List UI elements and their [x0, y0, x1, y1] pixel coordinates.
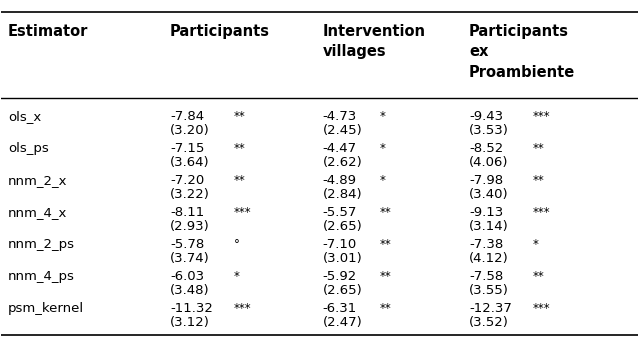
Text: ***: ***: [533, 206, 550, 219]
Text: (2.84): (2.84): [323, 188, 362, 201]
Text: ***: ***: [533, 110, 550, 123]
Text: Proambiente: Proambiente: [469, 65, 575, 80]
Text: (2.45): (2.45): [323, 124, 362, 137]
Text: -7.84: -7.84: [170, 110, 204, 123]
Text: °: °: [234, 238, 240, 251]
Text: nnm_4_ps: nnm_4_ps: [8, 270, 75, 283]
Text: (3.48): (3.48): [170, 284, 210, 297]
Text: ols_x: ols_x: [8, 110, 41, 123]
Text: -9.43: -9.43: [469, 110, 503, 123]
Text: (3.22): (3.22): [170, 188, 210, 201]
Text: (3.64): (3.64): [170, 156, 210, 169]
Text: **: **: [533, 174, 544, 187]
Text: -7.38: -7.38: [469, 238, 504, 251]
Text: ***: ***: [533, 302, 550, 315]
Text: (3.14): (3.14): [469, 220, 509, 233]
Text: **: **: [533, 270, 544, 283]
Text: -7.58: -7.58: [469, 270, 504, 283]
Text: -5.57: -5.57: [323, 206, 357, 219]
Text: nnm_2_ps: nnm_2_ps: [8, 238, 75, 251]
Text: **: **: [234, 174, 245, 187]
Text: -8.52: -8.52: [469, 142, 504, 155]
Text: (3.12): (3.12): [170, 316, 210, 329]
Text: (2.62): (2.62): [323, 156, 362, 169]
Text: **: **: [234, 110, 245, 123]
Text: -6.31: -6.31: [323, 302, 357, 315]
Text: -7.10: -7.10: [323, 238, 357, 251]
Text: (4.06): (4.06): [469, 156, 509, 169]
Text: ***: ***: [234, 302, 251, 315]
Text: ***: ***: [234, 206, 251, 219]
Text: villages: villages: [323, 44, 387, 59]
Text: -12.37: -12.37: [469, 302, 512, 315]
Text: (3.40): (3.40): [469, 188, 509, 201]
Text: -9.13: -9.13: [469, 206, 504, 219]
Text: ex: ex: [469, 44, 488, 59]
Text: (3.01): (3.01): [323, 252, 362, 265]
Text: (2.47): (2.47): [323, 316, 362, 329]
Text: (3.55): (3.55): [469, 284, 509, 297]
Text: *: *: [380, 110, 386, 123]
Text: *: *: [533, 238, 539, 251]
Text: -5.78: -5.78: [170, 238, 204, 251]
Text: *: *: [380, 142, 386, 155]
Text: (3.20): (3.20): [170, 124, 210, 137]
Text: **: **: [380, 206, 392, 219]
Text: **: **: [380, 302, 392, 315]
Text: *: *: [380, 174, 386, 187]
Text: -4.89: -4.89: [323, 174, 357, 187]
Text: (4.12): (4.12): [469, 252, 509, 265]
Text: (2.93): (2.93): [170, 220, 210, 233]
Text: Participants: Participants: [469, 24, 569, 39]
Text: Participants: Participants: [170, 24, 270, 39]
Text: -6.03: -6.03: [170, 270, 204, 283]
Text: Estimator: Estimator: [8, 24, 88, 39]
Text: -4.47: -4.47: [323, 142, 357, 155]
Text: -5.92: -5.92: [323, 270, 357, 283]
Text: nnm_4_x: nnm_4_x: [8, 206, 67, 219]
Text: ols_ps: ols_ps: [8, 142, 49, 155]
Text: (3.74): (3.74): [170, 252, 210, 265]
Text: -7.20: -7.20: [170, 174, 204, 187]
Text: *: *: [234, 270, 240, 283]
Text: -7.98: -7.98: [469, 174, 503, 187]
Text: -11.32: -11.32: [170, 302, 213, 315]
Text: (2.65): (2.65): [323, 220, 362, 233]
Text: (3.53): (3.53): [469, 124, 509, 137]
Text: -4.73: -4.73: [323, 110, 357, 123]
Text: **: **: [533, 142, 544, 155]
Text: nnm_2_x: nnm_2_x: [8, 174, 67, 187]
Text: **: **: [234, 142, 245, 155]
Text: **: **: [380, 238, 392, 251]
Text: (2.65): (2.65): [323, 284, 362, 297]
Text: psm_kernel: psm_kernel: [8, 302, 84, 315]
Text: (3.52): (3.52): [469, 316, 509, 329]
Text: **: **: [380, 270, 392, 283]
Text: -8.11: -8.11: [170, 206, 204, 219]
Text: Intervention: Intervention: [323, 24, 426, 39]
Text: -7.15: -7.15: [170, 142, 204, 155]
